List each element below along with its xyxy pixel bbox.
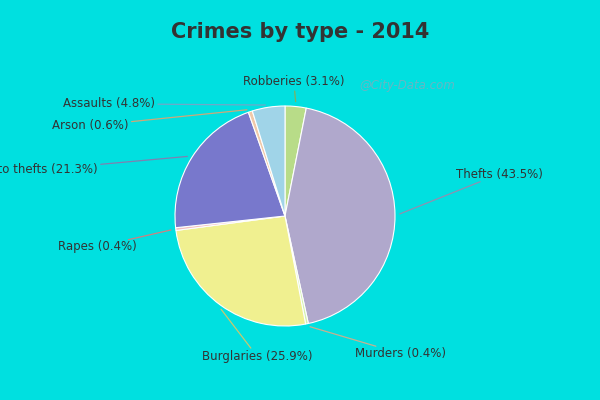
Text: Arson (0.6%): Arson (0.6%) [52,110,247,132]
Wedge shape [176,216,305,326]
Wedge shape [253,106,285,216]
Text: Assaults (4.8%): Assaults (4.8%) [63,97,265,110]
Text: Robberies (3.1%): Robberies (3.1%) [243,75,344,102]
Wedge shape [176,216,285,230]
Text: Crimes by type - 2014: Crimes by type - 2014 [171,22,429,42]
Text: Auto thefts (21.3%): Auto thefts (21.3%) [0,156,187,176]
Text: Burglaries (25.9%): Burglaries (25.9%) [202,309,313,363]
Wedge shape [285,106,306,216]
Wedge shape [285,216,308,324]
Wedge shape [285,108,395,324]
Wedge shape [248,111,285,216]
Wedge shape [175,112,285,228]
Text: Rapes (0.4%): Rapes (0.4%) [58,230,171,253]
Text: @City-Data.com: @City-Data.com [359,78,455,92]
Text: Murders (0.4%): Murders (0.4%) [310,327,446,360]
Text: Thefts (43.5%): Thefts (43.5%) [400,168,542,214]
